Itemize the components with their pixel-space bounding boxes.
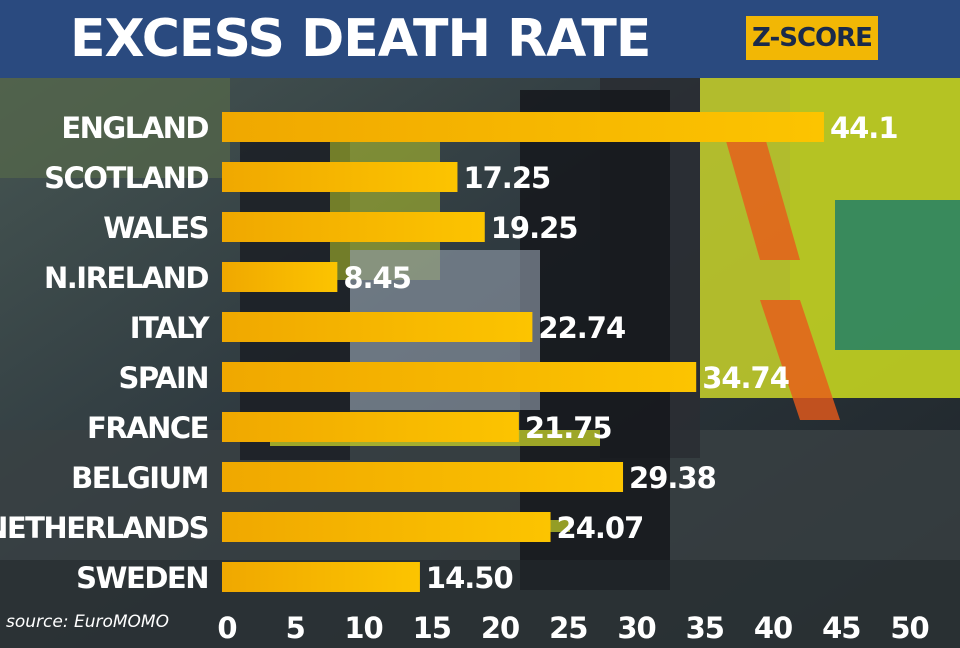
x-tick-label: 5 — [286, 611, 305, 645]
category-label: ENGLAND — [61, 111, 208, 145]
bar-wales — [222, 212, 485, 242]
source-note: source: EuroMOMO — [6, 612, 169, 632]
category-label: N.IRELAND — [44, 261, 208, 295]
value-label: 44.1 — [830, 111, 898, 145]
category-label: WALES — [103, 211, 208, 245]
bar-belgium — [222, 462, 624, 492]
x-tick-label: 30 — [617, 611, 655, 645]
x-tick-label: 45 — [822, 611, 860, 645]
value-label: 14.50 — [426, 561, 513, 595]
x-tick-label: 20 — [481, 611, 519, 645]
category-label: ITALY — [130, 311, 211, 345]
x-tick-label: 15 — [413, 611, 451, 645]
chart-title: EXCESS DEATH RATE — [70, 9, 651, 69]
x-tick-label: 25 — [549, 611, 587, 645]
category-label: BELGIUM — [71, 461, 208, 495]
bar-nireland — [222, 262, 338, 292]
value-label: 21.75 — [525, 411, 612, 445]
category-label: SWEDEN — [76, 561, 208, 595]
x-tick-label: 50 — [890, 611, 928, 645]
category-label: SPAIN — [119, 361, 208, 395]
value-label: 24.07 — [557, 511, 644, 545]
category-label: NETHERLANDS — [0, 511, 208, 545]
bar-england — [222, 112, 824, 142]
bar-spain — [222, 362, 697, 392]
x-tick-label: 10 — [344, 611, 382, 645]
bar-sweden — [222, 562, 420, 592]
bar-france — [222, 412, 519, 442]
category-label: SCOTLAND — [44, 161, 208, 195]
value-label: 19.25 — [491, 211, 578, 245]
value-label: 29.38 — [629, 461, 716, 495]
value-label: 8.45 — [343, 261, 411, 295]
x-tick-label: 35 — [686, 611, 724, 645]
bar-netherlands — [222, 512, 551, 542]
bar-scotland — [222, 162, 458, 192]
bar-italy — [222, 312, 533, 342]
z-score-badge: Z-SCORE — [746, 16, 878, 60]
x-tick-label: 0 — [217, 611, 236, 645]
value-label: 17.25 — [463, 161, 550, 195]
value-label: 34.74 — [702, 361, 789, 395]
x-tick-label: 40 — [754, 611, 792, 645]
category-label: FRANCE — [87, 411, 208, 445]
value-label: 22.74 — [538, 311, 625, 345]
